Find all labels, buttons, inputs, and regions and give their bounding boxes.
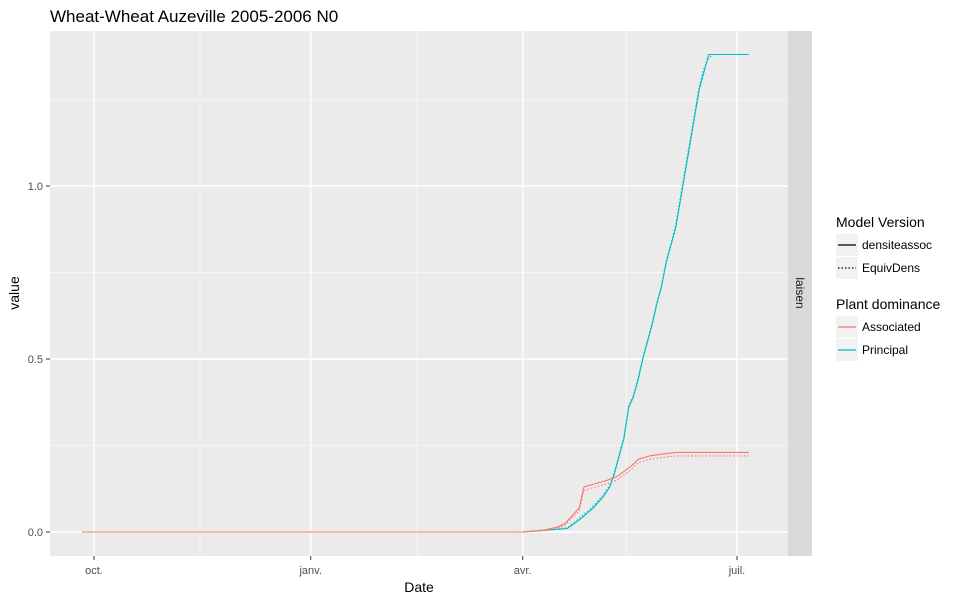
legend-label: EquivDens [862, 261, 920, 275]
legend-label: Principal [862, 343, 908, 357]
legend-label: densiteassoc [862, 238, 932, 252]
series-layer [82, 53, 749, 533]
facet-strip-label: laisen [793, 277, 807, 308]
legend-key [836, 257, 858, 279]
plot-panel [50, 31, 788, 556]
y-tick-label: 1.0 [28, 181, 43, 193]
x-axis-title: Date [404, 579, 434, 595]
chart-title: Wheat-Wheat Auzeville 2005-2006 N0 [50, 7, 338, 26]
legend-label: Associated [862, 320, 921, 334]
facet-strip [788, 31, 812, 556]
legend: Model Version densiteassoc EquivDens Plant … [836, 214, 941, 361]
y-axis-title: value [6, 276, 22, 310]
y-tick-label: 0.0 [28, 527, 43, 539]
legend-title: Model Version [836, 214, 925, 230]
minor-grid [50, 31, 788, 556]
x-tick-label: juil. [728, 565, 746, 577]
x-tick-label: avr. [514, 565, 532, 577]
x-tick-label: oct. [85, 565, 103, 577]
legend-title: Plant dominance [836, 296, 941, 312]
y-axis: 0.0 0.5 1.0 [28, 181, 50, 539]
series-line-principal-equivdens [82, 53, 749, 533]
y-tick-label: 0.5 [28, 354, 43, 366]
series-line-associated-equivdens [82, 455, 749, 533]
series-line-associated-densiteassoc [82, 451, 749, 533]
x-tick-label: janv. [298, 565, 321, 577]
x-axis: oct. janv. avr. juil. [85, 556, 745, 577]
